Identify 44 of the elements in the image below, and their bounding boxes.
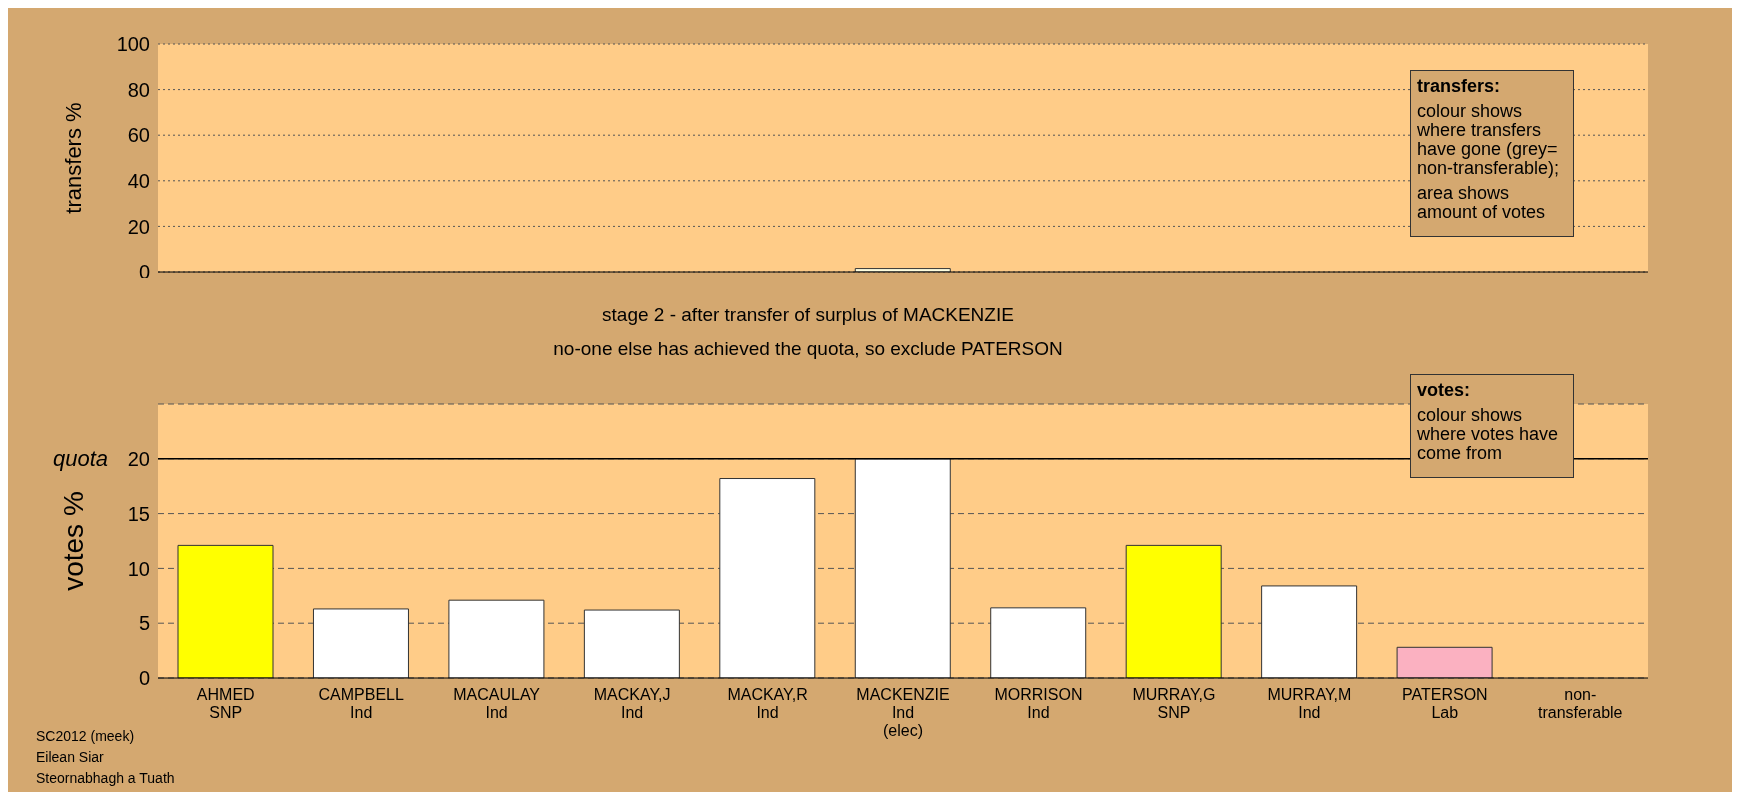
y-tick-label: 5 xyxy=(138,612,150,635)
x-tick-label: MURRAY,G SNP xyxy=(1132,686,1216,721)
text: Steornabhagh a Tuath xyxy=(36,769,175,788)
bar xyxy=(854,458,951,678)
x-tick-label: non- transferable xyxy=(1538,686,1623,721)
chart-subtitle: no-one else has achieved the quota, so exclude PATERSON xyxy=(552,338,1064,360)
y-tick-label: 60 xyxy=(127,124,150,147)
text: SC2012 (meek) xyxy=(36,727,136,746)
text: Eilean Siar xyxy=(36,748,105,767)
bar xyxy=(177,544,274,678)
x-tick-label: MACAULAY Ind xyxy=(453,686,541,721)
bar xyxy=(1261,585,1358,678)
x-tick-label: AHMED SNP xyxy=(196,686,255,721)
x-tick-label: MACKAY,J Ind xyxy=(593,686,671,721)
y-axis-title: votes % xyxy=(57,491,89,591)
bar xyxy=(1125,544,1222,678)
ref-line-label: quota xyxy=(52,445,108,471)
annotation: transfers: xyxy=(1417,76,1502,96)
y-axis-title: transfers % xyxy=(60,102,86,214)
y-tick-label: 40 xyxy=(127,169,150,192)
x-tick-label: MURRAY,M Ind xyxy=(1267,686,1352,721)
annotation: colour shows where transfers have gone (grey= non-transferable); xyxy=(1417,101,1561,178)
x-tick-label: MORRISON Ind xyxy=(994,686,1083,721)
y-tick-label: 20 xyxy=(127,215,150,238)
bar xyxy=(583,609,680,678)
y-tick-label: 80 xyxy=(127,78,150,101)
bar xyxy=(448,599,545,678)
y-tick-label: 100 xyxy=(116,33,150,56)
y-tick-label: 15 xyxy=(127,502,150,525)
text: votes: xyxy=(1417,380,1471,400)
chart-title: stage 2 - after transfer of surplus of MACKENZIE xyxy=(601,304,1015,326)
annotation: colour shows where votes have come from xyxy=(1417,405,1560,463)
y-tick-label: 0 xyxy=(138,667,150,690)
x-tick-label: MACKENZIE Ind (elec) xyxy=(856,686,950,739)
x-tick-label: CAMPBELL Ind xyxy=(318,686,404,721)
bar xyxy=(312,608,409,678)
y-tick-label: 20 xyxy=(127,447,150,470)
y-tick-label: 10 xyxy=(127,557,150,580)
x-tick-label: MACKAY,R Ind xyxy=(727,686,808,721)
bar xyxy=(719,478,816,678)
annotation: area shows amount of votes xyxy=(1417,183,1547,222)
x-tick-label: PATERSON Lab xyxy=(1402,686,1488,721)
bar xyxy=(990,607,1087,678)
bar xyxy=(1396,646,1493,678)
